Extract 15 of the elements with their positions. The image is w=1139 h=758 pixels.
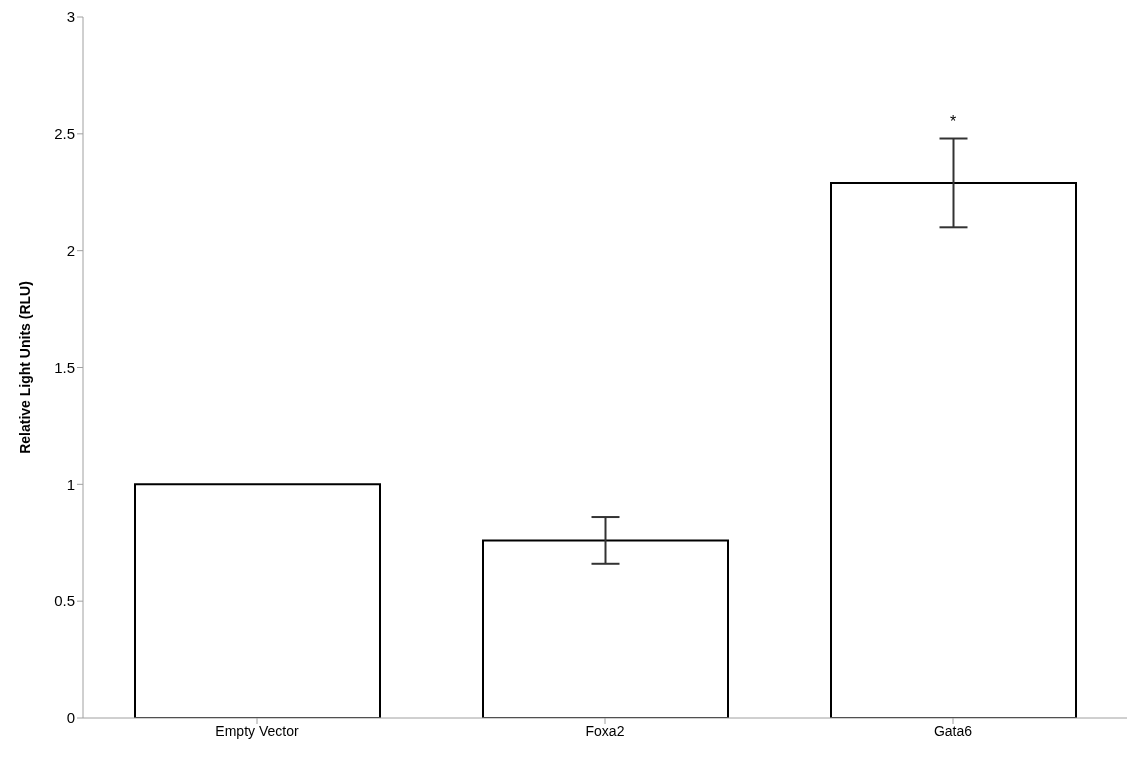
y-tick-label: 0 (66, 709, 75, 727)
y-tick-label: 0.5 (54, 592, 75, 610)
y-tick-label: 1 (66, 475, 75, 493)
x-tick-label: Gata6 (933, 722, 973, 739)
bar (830, 181, 1077, 718)
x-tick-label: Foxa2 (585, 722, 625, 739)
y-tick-label: 2.5 (54, 125, 75, 143)
y-tick-label: 1.5 (54, 358, 75, 376)
y-axis-title: Relative Light Units (RLU) (16, 281, 33, 454)
x-tick-label: Empty Vector (215, 722, 299, 739)
y-tick-label: 2 (66, 241, 75, 259)
annotation: * (949, 112, 957, 130)
y-tick-label: 3 (66, 8, 75, 26)
bar (482, 539, 729, 718)
bar (134, 483, 381, 718)
